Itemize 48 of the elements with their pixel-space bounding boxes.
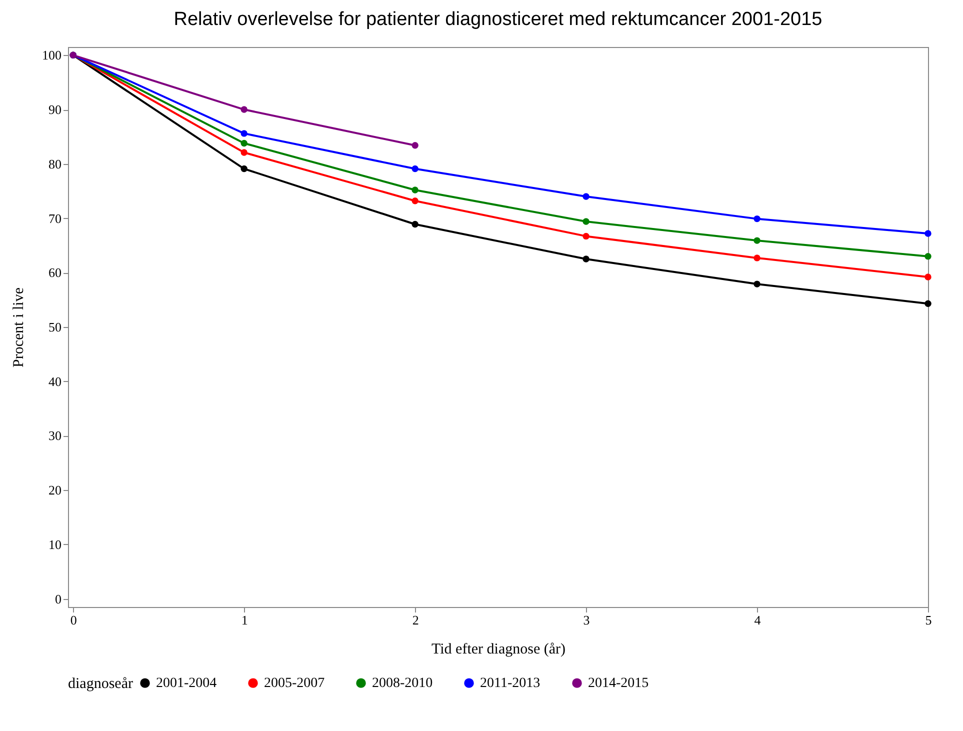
y-tick-label: 50 — [48, 320, 62, 334]
x-tick-label: 5 — [925, 612, 932, 628]
legend-label: 2008-2010 — [372, 676, 433, 692]
point — [924, 274, 932, 280]
y-tick-label: 20 — [48, 482, 62, 498]
y-tick-label: 60 — [48, 265, 62, 280]
point — [412, 186, 418, 194]
point — [924, 252, 932, 260]
point — [754, 237, 760, 244]
legend-label: 2005-2007 — [264, 676, 325, 692]
y-axis-title: Procent i live — [11, 287, 27, 368]
y-tick-label: 40 — [48, 374, 62, 389]
point — [754, 280, 760, 288]
point — [754, 254, 760, 262]
y-tick-label: 30 — [48, 428, 62, 444]
legend-title: diagnoseår — [68, 676, 133, 692]
point — [240, 165, 248, 172]
point — [412, 142, 418, 149]
point — [924, 230, 932, 237]
x-tick-label: 0 — [70, 612, 77, 628]
x-tick-label: 3 — [583, 612, 590, 628]
point — [240, 140, 248, 147]
point — [412, 220, 418, 228]
point — [240, 149, 248, 156]
point — [582, 218, 590, 225]
x-axis-title: Tid efter diagnose (år) — [432, 642, 566, 658]
y-tick-label: 0 — [55, 591, 62, 606]
point — [582, 193, 590, 200]
y-tick-label: 90 — [48, 102, 62, 118]
point — [754, 215, 760, 222]
point — [412, 165, 418, 172]
x-tick-label: 4 — [754, 612, 762, 628]
point — [582, 256, 590, 262]
point — [240, 130, 248, 137]
y-tick-label: 70 — [48, 210, 62, 226]
chart-title: Relativ overlevelse for patienter diagnosticeret med rektumcancer 2001-2015 — [174, 9, 822, 30]
x-tick-label: 2 — [412, 612, 419, 628]
y-tick-label: 80 — [48, 156, 62, 172]
legend-label: 2001-2004 — [156, 676, 217, 692]
legend-label: 2014-2015 — [588, 676, 649, 692]
legend-label: 2011-2013 — [480, 676, 540, 692]
x-tick-label: 1 — [241, 612, 248, 628]
point — [582, 232, 590, 240]
y-tick-label: 10 — [48, 536, 62, 552]
point — [412, 198, 418, 204]
y-tick-label: 100 — [42, 48, 62, 63]
point — [240, 106, 248, 113]
point — [924, 300, 932, 307]
